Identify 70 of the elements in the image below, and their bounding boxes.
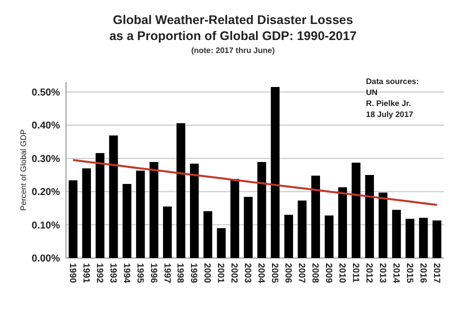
bar xyxy=(163,206,172,258)
x-tick-label: 1998 xyxy=(176,263,186,284)
x-tick-label: 2004 xyxy=(256,263,267,284)
y-tick-label: 0.10% xyxy=(32,220,60,232)
bar xyxy=(406,218,414,258)
x-tick-label: 2016 xyxy=(418,263,428,284)
x-tick-label: 1994 xyxy=(122,263,132,284)
bar xyxy=(203,211,212,258)
bar xyxy=(257,162,266,258)
bar xyxy=(311,176,320,258)
bar xyxy=(82,168,91,258)
x-tick-label: 1990 xyxy=(68,263,78,284)
bar xyxy=(150,162,158,258)
y-axis-title: Percent of Global GDP xyxy=(19,129,28,211)
bar xyxy=(68,180,78,258)
x-tick-label: 2017 xyxy=(432,263,442,284)
annotation: 18 July 2017 xyxy=(366,110,414,119)
x-tick-label: 1997 xyxy=(162,263,172,284)
x-tick-label: 2000 xyxy=(202,263,213,284)
bar xyxy=(230,178,240,258)
bar xyxy=(419,218,428,258)
x-tick-label: 1991 xyxy=(81,263,92,284)
annotation: R. Pielke Jr. xyxy=(366,99,411,108)
x-tick-label: 1996 xyxy=(148,263,159,284)
x-tick-label: 1999 xyxy=(189,263,200,284)
bar xyxy=(96,153,104,258)
x-tick-label: 2001 xyxy=(216,263,226,284)
x-tick-label: 2006 xyxy=(284,263,294,284)
bar xyxy=(432,220,442,258)
bar xyxy=(365,174,374,258)
x-tick-label: 2003 xyxy=(243,263,254,284)
x-tick-label: 2013 xyxy=(378,263,388,284)
bar xyxy=(378,192,388,258)
bar xyxy=(298,200,307,258)
bar xyxy=(244,196,253,258)
bar xyxy=(338,187,347,258)
x-tick-label: 2008 xyxy=(310,263,320,284)
x-tick-label: 2007 xyxy=(297,263,308,284)
line-series xyxy=(72,159,438,206)
x-tick-label: 2002 xyxy=(230,263,240,284)
x-tick-label: 2014 xyxy=(391,263,402,284)
chart-title: Global Weather-Related Disaster Losses as a Proportion of Global GDP: 1990-2017 xyxy=(109,13,357,43)
bar xyxy=(190,164,199,258)
x-tick-label: 2011 xyxy=(350,263,361,283)
bar xyxy=(324,215,334,258)
bar xyxy=(270,86,280,258)
bar xyxy=(284,214,294,258)
bar xyxy=(109,135,118,258)
x-tick-label: 2012 xyxy=(364,263,374,284)
y-tick-label: 0.20% xyxy=(32,187,60,198)
chart-subtitle: (note: 2017 thru June) xyxy=(191,46,276,55)
x-tick-label: 2005 xyxy=(270,263,280,284)
bar xyxy=(122,184,132,258)
bar xyxy=(216,228,226,258)
y-tick-label: 0.00% xyxy=(32,254,60,264)
y-tick-label: 0.50% xyxy=(32,87,60,98)
x-tick-label: 1993 xyxy=(108,263,118,284)
y-tick-label: 0.30% xyxy=(32,154,60,165)
x-tick-label: 2010 xyxy=(337,263,348,284)
annotation: Data sources: xyxy=(366,77,419,86)
bar xyxy=(176,123,186,258)
x-tick-label: 1992 xyxy=(94,263,105,284)
bar xyxy=(392,210,401,258)
bar xyxy=(136,170,145,258)
y-tick-label: 0.40% xyxy=(32,120,60,132)
x-tick-label: 2015 xyxy=(404,263,415,284)
x-tick-label: 1995 xyxy=(135,263,146,284)
bar xyxy=(352,162,360,258)
x-tick-label: 2009 xyxy=(324,263,334,284)
annotation: UN xyxy=(366,88,378,97)
